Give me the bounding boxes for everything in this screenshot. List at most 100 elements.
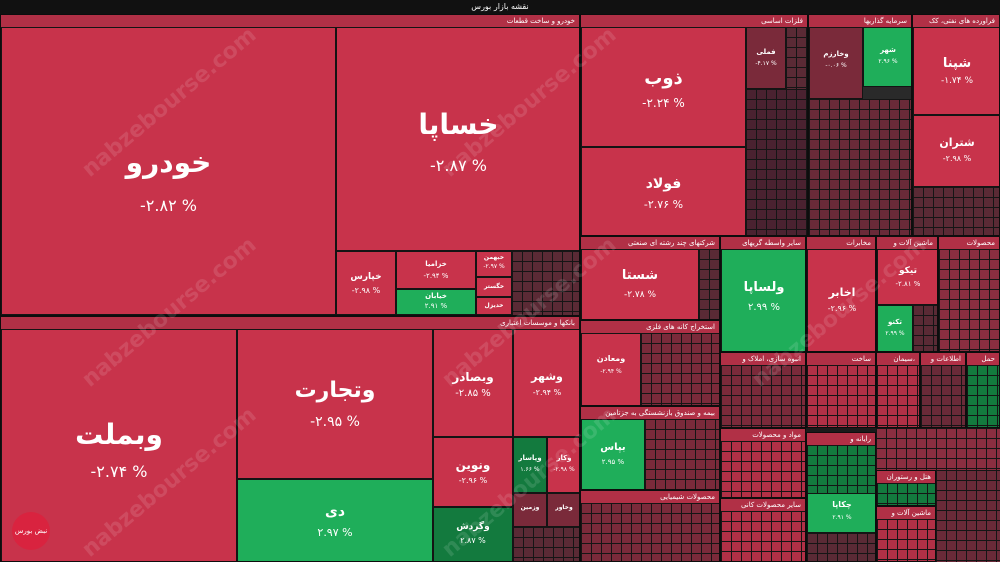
tile-cluster-transport[interactable] <box>967 365 999 427</box>
tile-zob[interactable]: ذوب -۲.۲۴ % <box>581 27 746 147</box>
tile-cluster-multi[interactable] <box>699 249 719 319</box>
tile-khbahman[interactable]: خبهمن -۲.۹۷ % <box>476 251 512 277</box>
tile-vmlt[interactable]: ومعادن -۲.۹۴ % <box>581 333 641 405</box>
sector-hotel[interactable]: هتل و رستوران <box>876 470 936 506</box>
tile-cluster-petroleum[interactable] <box>913 187 999 235</box>
tile-khiapars[interactable]: خپارس -۲.۹۸ % <box>336 251 396 315</box>
tile-cluster-info[interactable] <box>921 365 965 427</box>
sector-metals[interactable]: فلزات اساسی ذوب -۲.۲۴ % فولاد -۲.۷۶ % فم… <box>580 14 808 236</box>
sector-cement[interactable]: سیمان، <box>876 352 920 428</box>
tile-cluster-auto-small[interactable] <box>512 251 579 315</box>
ticker-name: خگستر <box>483 283 505 290</box>
ticker-change: -۴.۱۷ % <box>755 60 777 67</box>
sector-label: استخراج کانه های فلزی <box>581 321 719 333</box>
sector-auto[interactable]: خودرو و ساخت قطعات خودرو -۲.۸۲ % خساپا -… <box>0 14 580 316</box>
tile-shahr[interactable]: شهر ۲.۹۶ % <box>863 27 911 87</box>
ticker-name: دی <box>324 504 345 520</box>
tile-vbsadr[interactable]: وبصادر -۲.۸۵ % <box>433 329 513 437</box>
tile-cluster-hotel[interactable] <box>877 483 935 505</box>
tile-cluster-investment[interactable] <box>809 99 911 235</box>
sector-build[interactable]: ساخت <box>806 352 876 428</box>
tile-cluster-nonmetal[interactable] <box>721 511 805 561</box>
tile-foolad[interactable]: فولاد -۲.۷۶ % <box>581 147 746 235</box>
ticker-name: اخابر <box>828 286 856 299</box>
sector-computer[interactable]: رایانه و چکاپا ۲.۹۱ % <box>806 432 876 562</box>
tile-akhaber[interactable]: اخابر -۲.۹۶ % <box>807 249 875 351</box>
sector-label: مواد و محصولات <box>721 429 805 441</box>
tile-shabandar[interactable]: شپنا -۱.۷۴ % <box>913 27 999 115</box>
tile-di[interactable]: دی ۲.۹۷ % <box>237 479 433 561</box>
sector-label: حمل <box>967 353 999 365</box>
tile-fmali[interactable]: فملی -۴.۱۷ % <box>746 27 786 89</box>
tile-vshahr[interactable]: وشهر -۲.۹۴ % <box>513 329 579 437</box>
ticker-name: خودرو <box>125 146 212 179</box>
sector-machinery2[interactable]: ماشین آلات و <box>876 506 936 562</box>
tile-cluster-machinery2[interactable] <box>877 519 935 561</box>
tile-cluster-banks-small[interactable] <box>513 527 579 561</box>
tile-vlsapa[interactable]: ولساپا ۲.۹۹ % <box>721 249 805 351</box>
tile-cluster-housing[interactable] <box>721 365 805 427</box>
tile-cluster-computer-b[interactable] <box>807 533 875 561</box>
tile-cluster-metals-a[interactable] <box>786 27 807 89</box>
sector-mass-housing[interactable]: انبوه سازی، املاک و <box>720 352 806 428</box>
tile-cluster-chemical[interactable] <box>581 503 719 561</box>
sector-machinery[interactable]: ماشین آلات و تیکو -۲.۸۱ % تکنو ۲.۹۹ % <box>876 236 938 352</box>
sector-funds[interactable]: بیمه و صندوق بازنشستگی به جزتامین بپاس ۲… <box>580 406 720 490</box>
sector-label: انبوه سازی، املاک و <box>721 353 805 365</box>
sector-nonmetal[interactable]: سایر محصولات کانی <box>720 498 806 562</box>
tile-bepas[interactable]: بپاس ۲.۹۵ % <box>581 419 645 489</box>
ticker-name: خزامیا <box>425 260 447 268</box>
tile-vkharazm[interactable]: وخارزم -۰.۰۶ % <box>809 27 863 99</box>
ticker-name: تیکو <box>899 266 917 276</box>
sector-extraction[interactable]: استخراج کانه های فلزی ومعادن -۲.۹۴ % <box>580 320 720 406</box>
tile-cluster-materials[interactable] <box>721 441 805 497</box>
ticker-change: ۲.۹۶ % <box>878 58 898 65</box>
sector-banks[interactable]: بانکها و موسسات اعتباری وبملت -۲.۷۴ % وت… <box>0 316 580 562</box>
sector-label: بیمه و صندوق بازنشستگی به جزتامین <box>581 407 719 419</box>
tile-vkhavar[interactable]: وخاور <box>547 493 579 527</box>
sector-multi[interactable]: شرکتهای چند رشته ای صنعتی شستا -۲.۷۸ % <box>580 236 720 320</box>
sector-materials[interactable]: مواد و محصولات <box>720 428 806 498</box>
tile-cluster-misc-b[interactable] <box>936 470 1000 562</box>
sector-comms[interactable]: مخابرات اخابر -۲.۹۶ % <box>806 236 876 352</box>
tile-cluster-funds[interactable] <box>645 419 719 489</box>
tile-cluster-cement[interactable] <box>877 365 919 427</box>
tile-vtejarat[interactable]: وتجارت -۲.۹۵ % <box>237 329 433 479</box>
tile-vgardesh[interactable]: وگردش ۲.۸۷ % <box>433 507 513 561</box>
tile-vkar[interactable]: وکار -۲.۹۸ % <box>547 437 579 493</box>
tile-tipko[interactable]: تیکو -۲.۸۱ % <box>877 249 937 305</box>
tile-khodro[interactable]: خودرو -۲.۸۲ % <box>1 27 336 315</box>
tile-cluster-extraction[interactable] <box>641 333 719 405</box>
tile-tknu[interactable]: تکنو ۲.۹۹ % <box>877 305 913 351</box>
ticker-change: ۲.۹۹ % <box>748 302 780 313</box>
tile-khdizel[interactable]: خدیزل <box>476 297 512 315</box>
tile-cluster-products[interactable] <box>939 249 999 351</box>
tile-cluster-metals-b[interactable] <box>746 89 807 235</box>
tile-cluster-misc-a[interactable] <box>876 428 1000 470</box>
sector-products[interactable]: محصولات <box>938 236 1000 352</box>
sector-transport[interactable]: حمل <box>966 352 1000 428</box>
sector-chemical[interactable]: محصولات شیمیایی <box>580 490 720 562</box>
tile-cluster-machinery[interactable] <box>913 305 937 351</box>
sector-intermediaries[interactable]: سایر واسطه گریهای ولساپا ۲.۹۹ % <box>720 236 806 352</box>
tile-shetran[interactable]: شتران -۲.۹۸ % <box>913 115 999 187</box>
tile-vzmin[interactable]: وزمین <box>513 493 547 527</box>
tile-chkapa[interactable]: چکاپا ۲.۹۱ % <box>807 493 875 533</box>
ticker-name: وتجارت <box>294 378 376 403</box>
sector-label: سایر واسطه گریهای <box>721 237 805 249</box>
sector-petroleum[interactable]: فراورده های نفتی، کک شپنا -۱.۷۴ % شتران … <box>912 14 1000 236</box>
tile-khgostar[interactable]: خگستر <box>476 277 512 297</box>
tile-cluster-computer[interactable] <box>807 445 875 493</box>
sector-label: محصولات شیمیایی <box>581 491 719 503</box>
tile-vpasar[interactable]: وپاسار ۱.۶۶ % <box>513 437 547 493</box>
sector-investment[interactable]: سرمایه گذاریها وخارزم -۰.۰۶ % شهر ۲.۹۶ % <box>808 14 912 236</box>
tile-khazamia[interactable]: خزامیا -۲.۹۴ % <box>396 251 476 289</box>
ticker-name: فملی <box>756 48 776 56</box>
tile-shasta[interactable]: شستا -۲.۷۸ % <box>581 249 699 319</box>
tile-cluster-build[interactable] <box>807 365 875 427</box>
tile-khtiban[interactable]: خیابان ۲.۹۱ % <box>396 289 476 315</box>
sector-info[interactable]: اطلاعات و <box>920 352 966 428</box>
ticker-name: تکنو <box>888 318 902 326</box>
tile-vnovin[interactable]: ونوین -۲.۹۶ % <box>433 437 513 507</box>
tile-khsapa[interactable]: خساپا -۲.۸۷ % <box>336 27 579 251</box>
